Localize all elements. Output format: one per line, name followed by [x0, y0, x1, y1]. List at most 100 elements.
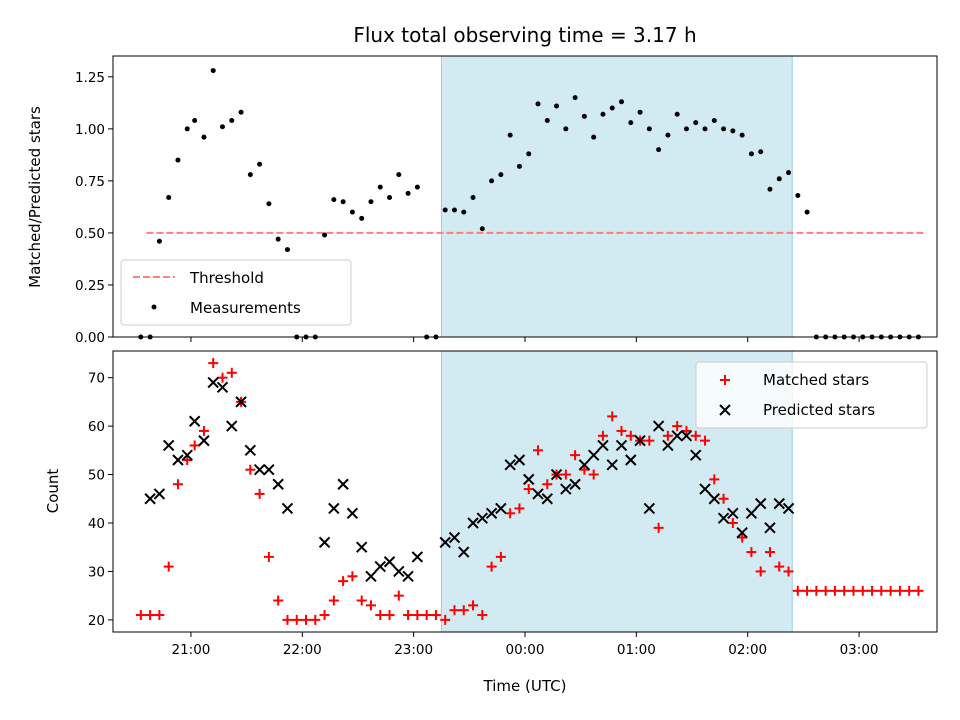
data-point: [554, 103, 560, 109]
data-point-cross: [560, 483, 572, 495]
data-point: [665, 132, 671, 138]
cross-b: [439, 536, 451, 549]
data-point: [721, 126, 727, 132]
cross-b: [727, 507, 739, 520]
data-point-plus: [616, 425, 627, 436]
data-point-cross: [337, 478, 349, 490]
data-point-plus: [681, 425, 692, 436]
data-point-cross: [754, 497, 767, 510]
data-point: [470, 195, 476, 201]
data-point-plus: [263, 551, 274, 562]
data-point-plus: [644, 435, 655, 446]
data-point-cross: [550, 468, 563, 481]
top-panel: Flux total observing time = 3.17 h Match…: [26, 23, 697, 288]
cross-b: [578, 459, 591, 471]
y-tick-label: 0.00: [75, 330, 105, 346]
data-point-plus: [700, 435, 711, 446]
x-tick-label: 22:00: [283, 642, 322, 658]
panel-0-plot: 0.00 0.25 0.50 0.75 1.00 1.25: [75, 55, 938, 346]
data-point-plus: [495, 551, 506, 562]
data-point-plus: [282, 614, 293, 625]
data-point-plus: [412, 610, 423, 621]
legend-measurements-marker-icon: [151, 304, 157, 310]
cross-b: [523, 473, 535, 486]
data-point-plus: [857, 585, 868, 596]
data-point-cross: [634, 434, 646, 447]
data-point: [166, 195, 172, 201]
data-point-plus: [885, 585, 896, 596]
data-point-cross: [226, 420, 238, 432]
data-point-cross: [727, 507, 739, 520]
data-point-cross: [782, 502, 795, 515]
y-tick-label: 40: [88, 516, 105, 532]
data-point-plus: [365, 600, 376, 611]
data-point-plus: [542, 479, 553, 490]
cross-b: [198, 434, 210, 447]
data-point-cross: [346, 507, 359, 520]
data-point: [804, 209, 810, 215]
bottom-panel: Count Time (UTC): [44, 469, 566, 695]
cross-b: [172, 454, 184, 466]
data-point: [461, 209, 467, 215]
y-tick-label: 50: [88, 468, 105, 484]
data-point-cross: [244, 444, 257, 457]
panel-frame: [112, 55, 938, 338]
data-point-plus: [792, 585, 803, 596]
data-point: [581, 113, 587, 119]
legend-threshold-label: Threshold: [189, 269, 264, 287]
data-point-plus: [662, 430, 673, 441]
data-point: [507, 132, 513, 138]
legend-measurements-label: Measurements: [190, 299, 301, 317]
bottom-y-axis-label: Count: [44, 469, 62, 514]
cross-b: [662, 439, 674, 452]
data-point-cross: [272, 478, 284, 490]
data-point-cross: [569, 478, 581, 490]
cross-b: [263, 463, 275, 476]
data-point-plus: [709, 474, 720, 485]
x-axis-label: Time (UTC): [483, 677, 567, 695]
bottom-legend: Matched stars Predicted stars: [695, 361, 928, 429]
data-point-cross: [476, 512, 489, 524]
data-point-plus: [338, 576, 349, 587]
data-point: [489, 178, 495, 184]
data-point: [479, 226, 485, 232]
cross-b: [606, 459, 618, 471]
data-point-plus: [523, 484, 534, 495]
data-point-cross: [365, 570, 377, 582]
data-point-cross: [513, 454, 526, 466]
cross-b: [717, 512, 730, 524]
data-point: [359, 215, 365, 221]
data-point-plus: [421, 610, 432, 621]
data-point: [646, 126, 652, 132]
cross-b: [532, 488, 544, 500]
cross-b: [281, 502, 294, 515]
cross-b: [153, 488, 166, 500]
cross-b: [699, 483, 711, 495]
legend-predicted-marker-icon: [719, 404, 731, 416]
cross-b: [244, 444, 257, 457]
data-point-cross: [144, 493, 156, 505]
data-point-plus: [477, 610, 488, 621]
series-measurements: [138, 68, 921, 340]
cross-b: [680, 430, 693, 442]
legend-matched-marker-icon: [720, 375, 730, 385]
cross-b: [458, 546, 470, 558]
data-point-cross: [680, 430, 693, 442]
data-point-cross: [448, 531, 461, 544]
data-point-plus: [570, 450, 581, 461]
data-point: [192, 118, 198, 124]
data-point: [275, 236, 281, 242]
x-tick-label: 01:00: [617, 642, 656, 658]
data-point-plus: [449, 605, 460, 616]
data-point-plus: [375, 610, 386, 621]
cross-b: [162, 439, 175, 452]
legend-predicted-label: Predicted stars: [763, 401, 875, 419]
data-point-cross: [263, 463, 275, 476]
data-point: [210, 68, 216, 74]
cross-b: [402, 570, 414, 582]
data-point-plus: [254, 488, 265, 499]
panel-frame: [112, 350, 938, 633]
data-point: [201, 134, 207, 140]
data-point-cross: [181, 449, 193, 461]
data-point-cross: [523, 473, 535, 486]
